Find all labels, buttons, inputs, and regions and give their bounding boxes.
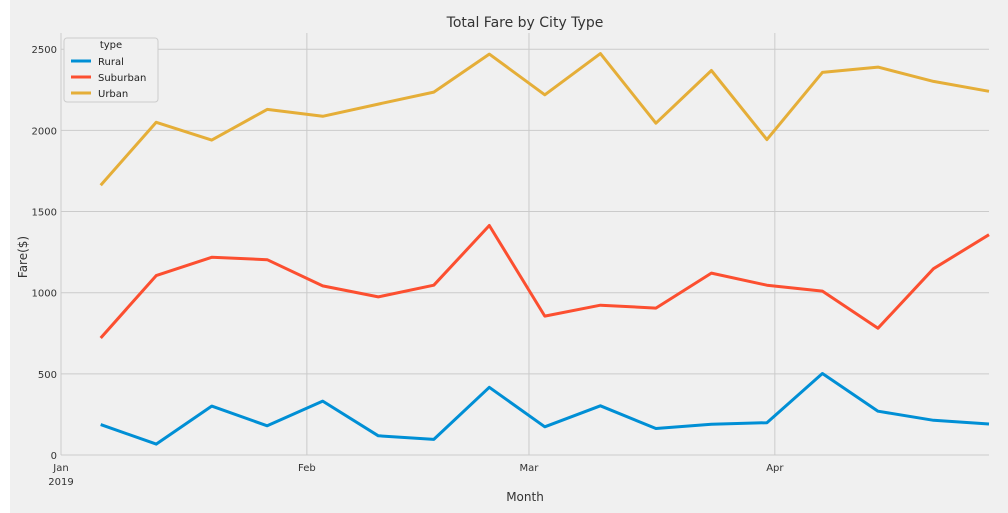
x-tick-label: Mar — [520, 463, 540, 474]
y-axis-label: Fare($) — [16, 236, 30, 278]
series-layer — [99, 52, 990, 446]
legend-title: type — [100, 40, 122, 51]
x-tick-sublabel: 2019 — [48, 477, 73, 488]
x-axis-label: Month — [506, 490, 544, 504]
y-tick-label: 0 — [51, 451, 57, 462]
x-tick-labels: Jan 2019 Feb Mar Apr — [48, 463, 784, 488]
y-tick-label: 1500 — [32, 208, 57, 219]
legend-label-urban: Urban — [98, 89, 128, 100]
legend: type Rural Suburban Urban — [63, 37, 159, 103]
y-tick-labels: 0 500 1000 1500 2000 2500 — [32, 45, 57, 462]
y-tick-label: 500 — [38, 370, 57, 381]
x-tick-label: Jan — [52, 463, 68, 474]
series-line-rural — [100, 372, 990, 446]
x-tick-label: Apr — [766, 463, 784, 474]
y-tick-label: 2500 — [32, 45, 57, 56]
legend-label-suburban: Suburban — [98, 73, 146, 84]
grid-lines — [60, 33, 989, 456]
chart-title: Total Fare by City Type — [446, 15, 604, 31]
legend-label-rural: Rural — [98, 57, 124, 68]
y-tick-label: 1000 — [32, 289, 57, 300]
x-tick-label: Feb — [298, 463, 316, 474]
legend-box — [63, 37, 159, 103]
y-tick-label: 2000 — [32, 126, 57, 137]
series-line-urban — [99, 52, 990, 187]
series-line-suburban — [99, 224, 990, 339]
